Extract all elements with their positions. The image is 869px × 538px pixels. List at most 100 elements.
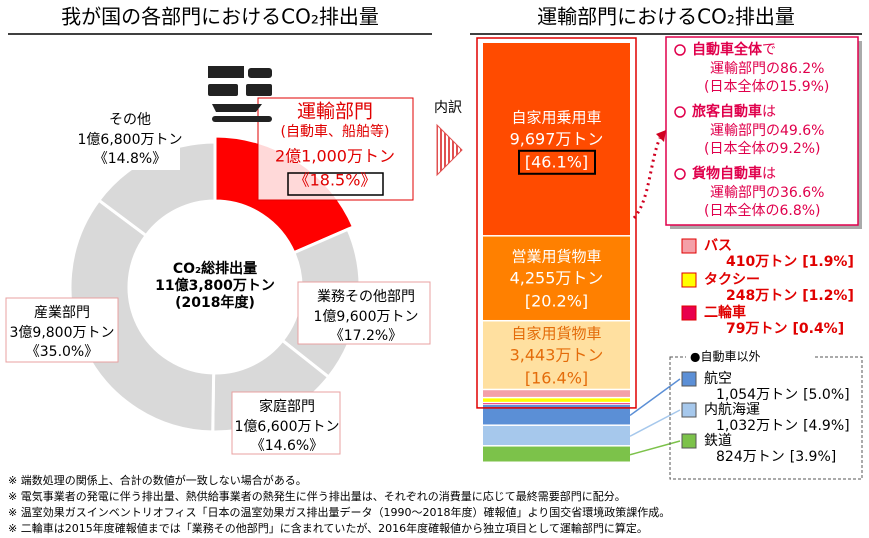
- footnote: ※ 二輪車は2015年度確報値までは「業務その他部門」に含まれていたが、2016…: [8, 521, 648, 535]
- slice-amount: 1億6,800万トン: [78, 132, 183, 148]
- label-box: [257, 97, 414, 201]
- callout-line: (日本全体の6.8%): [704, 202, 821, 219]
- bullet: [674, 44, 686, 56]
- legend-value: 79万トン [0.4%]: [726, 321, 844, 337]
- vehicle-icons: [208, 66, 272, 122]
- slice-amount: 2億1,000万トン: [275, 147, 395, 166]
- donut-slice: [96, 140, 217, 238]
- right-title: 運輸部門におけるCO₂排出量: [537, 5, 795, 29]
- leader-line: [629, 409, 681, 437]
- legend-swatch: [681, 433, 697, 449]
- slice-percent: 《17.2%》: [330, 328, 402, 344]
- bar-segment: [483, 404, 630, 425]
- legend-name: 航空: [704, 371, 732, 387]
- percent-label: [1.9%]: [802, 254, 854, 270]
- bar-segment: [483, 321, 630, 389]
- segment-value: 4,255万トン: [510, 269, 604, 288]
- callout-box: [665, 36, 859, 226]
- legend-swatch: [681, 272, 697, 288]
- slice-percent: 《35.0%》: [26, 344, 98, 360]
- bullet: [674, 168, 686, 180]
- bar-segment: [483, 425, 630, 446]
- bar-segment: [483, 403, 630, 405]
- slice-note: (自動車、船舶等): [281, 123, 390, 140]
- breakdown-label: 内訳: [434, 100, 462, 116]
- footnotes: ※ 端数処理の関係上、合計の数値が一致しない場合がある。 ※ 電気事業者の発電に伴…: [8, 473, 670, 535]
- group-label-bg: [686, 349, 814, 365]
- legend-value: 248万トン [1.2%]: [726, 288, 854, 304]
- slice-percent: 《14.8%》: [94, 151, 166, 167]
- callout-arrow-head: [656, 130, 666, 142]
- group-label: ●自動車以外: [690, 350, 760, 364]
- footnote: ※ 電気事業者の発電に伴う排出量、熱供給事業者の熱発生に伴う排出量は、それぞれの…: [8, 489, 626, 503]
- callout-particle: は: [762, 104, 776, 120]
- callout-line: (日本全体の15.9%): [704, 78, 829, 95]
- percent-label: [5.0%]: [803, 387, 850, 403]
- slice-amount: 3億9,800万トン: [10, 325, 115, 341]
- bar-segment: [483, 236, 630, 320]
- legend-name: 内航海運: [704, 402, 760, 418]
- legend-value: 410万トン [1.9%]: [726, 254, 854, 270]
- slice-name: 産業部門: [34, 305, 90, 321]
- bar-segment: [483, 398, 630, 402]
- legend-name: 二輪車: [704, 304, 746, 321]
- slice-percent: 《14.6%》: [251, 438, 323, 454]
- bar-segment: [483, 390, 630, 397]
- slice-amount: 1億6,600万トン: [235, 419, 340, 435]
- highlight-box: [287, 172, 384, 196]
- percent-label: [4.9%]: [803, 418, 850, 434]
- segment-percent: [46.1%]: [525, 152, 588, 171]
- car-frame: [476, 37, 637, 409]
- callout-keyword: 自動車全体: [692, 41, 763, 58]
- slice-name: 家庭部門: [259, 398, 315, 415]
- donut-slice: [68, 198, 216, 434]
- center-label: (2018年度): [175, 294, 255, 311]
- legend-swatch: [681, 238, 697, 254]
- label-box: [231, 391, 341, 455]
- slice-amount: 1億9,600万トン: [314, 309, 419, 325]
- value-label: 1,054万トン: [716, 387, 798, 403]
- bar-segment: [483, 43, 630, 236]
- callout-line: 運輸部門の49.6%: [710, 123, 824, 139]
- legend-swatch: [681, 305, 697, 321]
- callout-particle: で: [762, 42, 776, 58]
- percent-label: [3.9%]: [790, 449, 837, 465]
- stacked-bar: 自家用乗用車 9,697万トン [46.1%] 営業用貨物車 4,255万トン [20.2…: [476, 37, 854, 465]
- callout-keyword: 貨物自動車: [691, 165, 762, 182]
- callout-head: 貨物自動車は: [691, 165, 776, 182]
- value-label: 410万トン: [726, 254, 797, 270]
- left-title: 我が国の各部門におけるCO₂排出量: [61, 5, 379, 29]
- segment-name: 自家用乗用車: [511, 108, 601, 126]
- value-label: 248万トン: [726, 288, 797, 304]
- callout-arrow: [632, 137, 662, 219]
- footnote: ※ 端数処理の関係上、合計の数値が一致しない場合がある。: [8, 473, 307, 487]
- center-label: CO₂総排出量: [173, 260, 257, 277]
- legend-value: 1,054万トン [5.0%]: [716, 387, 850, 403]
- legend-swatch: [681, 402, 697, 418]
- segment-name: 営業用貨物車: [511, 248, 601, 266]
- bullet: [674, 106, 686, 118]
- label-box: [5, 297, 119, 363]
- label-box: [297, 281, 431, 345]
- legend-swatch: [681, 371, 697, 387]
- leader-line: [629, 378, 681, 417]
- bar-segment: [483, 446, 630, 462]
- footnote: ※ 温室効果ガスインベントリオフィス「日本の温室効果ガス排出量データ（1990～…: [8, 505, 670, 519]
- legend-value: 824万トン [3.9%]: [716, 449, 836, 465]
- callout-particle: は: [762, 166, 776, 182]
- callout-line: (日本全体の9.2%): [704, 140, 821, 157]
- legend-name: バス: [704, 238, 732, 254]
- leader-line: [629, 440, 681, 456]
- callout-keyword: 旅客自動車: [692, 103, 762, 120]
- percent-label: [0.4%]: [792, 321, 844, 337]
- callout: 自動車全体で運輸部門の86.2%(日本全体の15.9%)旅客自動車は運輸部門の4…: [674, 41, 829, 219]
- segment-percent: [20.2%]: [525, 292, 588, 311]
- slice-name: 運輸部門: [297, 101, 373, 123]
- value-label: 1,032万トン: [716, 418, 798, 434]
- value-label: 824万トン: [716, 449, 785, 465]
- legend-value: 1,032万トン [4.9%]: [716, 418, 850, 434]
- segment-value: 9,697万トン: [510, 129, 604, 148]
- breakdown-arrow: [436, 123, 463, 177]
- callout-head: 旅客自動車は: [692, 103, 776, 120]
